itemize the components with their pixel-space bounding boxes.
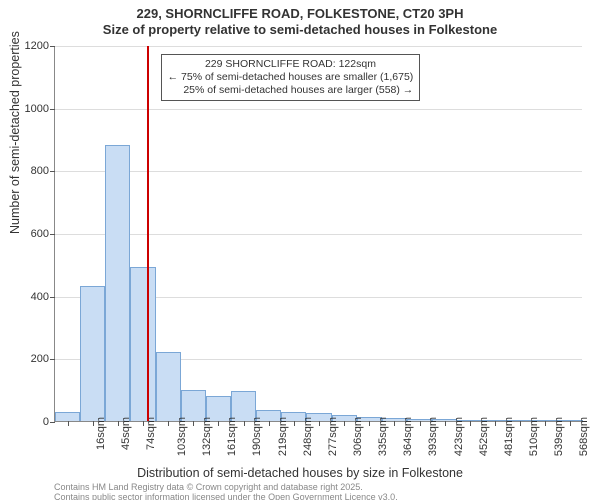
y-tick-label: 200 bbox=[15, 353, 49, 365]
x-tick bbox=[520, 421, 521, 426]
x-tick bbox=[445, 421, 446, 426]
y-tick bbox=[50, 359, 55, 360]
x-tick-label: 161sqm bbox=[226, 417, 238, 456]
x-tick-label: 393sqm bbox=[428, 417, 440, 456]
histogram-bar bbox=[55, 412, 80, 421]
x-tick-label: 364sqm bbox=[402, 417, 414, 456]
x-tick-label: 335sqm bbox=[377, 417, 389, 456]
x-tick bbox=[545, 421, 546, 426]
x-tick bbox=[394, 421, 395, 426]
y-tick-label: 0 bbox=[15, 416, 49, 428]
y-tick-label: 400 bbox=[15, 291, 49, 303]
x-tick-label: 103sqm bbox=[176, 417, 188, 456]
x-tick bbox=[294, 421, 295, 426]
x-tick-label: 132sqm bbox=[201, 417, 213, 456]
x-tick-label: 539sqm bbox=[553, 417, 565, 456]
x-tick bbox=[319, 421, 320, 426]
x-tick bbox=[269, 421, 270, 426]
x-axis-label: Distribution of semi-detached houses by … bbox=[0, 466, 600, 480]
annotation-line-3: 25% of semi-detached houses are larger (… bbox=[168, 84, 414, 97]
chart-container: 229, SHORNCLIFFE ROAD, FOLKESTONE, CT20 … bbox=[0, 0, 600, 500]
x-tick bbox=[193, 421, 194, 426]
credits: Contains HM Land Registry data © Crown c… bbox=[54, 482, 398, 500]
x-tick-label: 16sqm bbox=[95, 417, 107, 450]
x-tick-label: 219sqm bbox=[277, 417, 289, 456]
x-tick bbox=[470, 421, 471, 426]
gridline bbox=[55, 234, 582, 235]
x-tick bbox=[495, 421, 496, 426]
y-tick bbox=[50, 109, 55, 110]
x-tick bbox=[168, 421, 169, 426]
gridline bbox=[55, 171, 582, 172]
x-tick-label: 190sqm bbox=[252, 417, 264, 456]
x-tick bbox=[218, 421, 219, 426]
x-tick-label: 568sqm bbox=[578, 417, 590, 456]
gridline bbox=[55, 109, 582, 110]
title-line-1: 229, SHORNCLIFFE ROAD, FOLKESTONE, CT20 … bbox=[0, 6, 600, 22]
x-tick bbox=[420, 421, 421, 426]
y-tick-label: 1000 bbox=[15, 103, 49, 115]
y-tick bbox=[50, 171, 55, 172]
x-tick bbox=[118, 421, 119, 426]
annotation-line-2: ← 75% of semi-detached houses are smalle… bbox=[168, 71, 414, 84]
y-tick-label: 800 bbox=[15, 165, 49, 177]
x-tick bbox=[143, 421, 144, 426]
credits-line-2: Contains public sector information licen… bbox=[54, 492, 398, 500]
histogram-bar bbox=[130, 267, 155, 421]
x-tick bbox=[68, 421, 69, 426]
annotation-box: 229 SHORNCLIFFE ROAD: 122sqm← 75% of sem… bbox=[161, 54, 421, 101]
x-tick bbox=[344, 421, 345, 426]
y-tick bbox=[50, 297, 55, 298]
x-tick-label: 306sqm bbox=[352, 417, 364, 456]
x-tick-label: 452sqm bbox=[478, 417, 490, 456]
x-tick bbox=[244, 421, 245, 426]
y-tick bbox=[50, 46, 55, 47]
y-tick-label: 600 bbox=[15, 228, 49, 240]
histogram-bar bbox=[105, 145, 130, 421]
y-axis-label: Number of semi-detached properties bbox=[8, 31, 22, 234]
x-tick-label: 74sqm bbox=[145, 417, 157, 450]
x-tick bbox=[369, 421, 370, 426]
title-line-2: Size of property relative to semi-detach… bbox=[0, 22, 600, 38]
x-tick-label: 423sqm bbox=[453, 417, 465, 456]
x-tick-label: 481sqm bbox=[503, 417, 515, 456]
credits-line-1: Contains HM Land Registry data © Crown c… bbox=[54, 482, 398, 492]
y-tick bbox=[50, 422, 55, 423]
x-tick bbox=[570, 421, 571, 426]
annotation-line-1: 229 SHORNCLIFFE ROAD: 122sqm bbox=[168, 58, 414, 71]
x-tick-label: 248sqm bbox=[302, 417, 314, 456]
plot-area: 02004006008001000120016sqm45sqm74sqm103s… bbox=[54, 46, 582, 422]
x-tick bbox=[93, 421, 94, 426]
chart-outer: 02004006008001000120016sqm45sqm74sqm103s… bbox=[54, 46, 582, 422]
y-tick bbox=[50, 234, 55, 235]
x-tick-label: 277sqm bbox=[327, 417, 339, 456]
gridline bbox=[55, 46, 582, 47]
y-tick-label: 1200 bbox=[15, 40, 49, 52]
reference-line bbox=[147, 46, 149, 421]
histogram-bar bbox=[156, 352, 181, 421]
x-tick-label: 45sqm bbox=[120, 417, 132, 450]
x-tick-label: 510sqm bbox=[528, 417, 540, 456]
title-block: 229, SHORNCLIFFE ROAD, FOLKESTONE, CT20 … bbox=[0, 0, 600, 39]
histogram-bar bbox=[80, 286, 105, 421]
